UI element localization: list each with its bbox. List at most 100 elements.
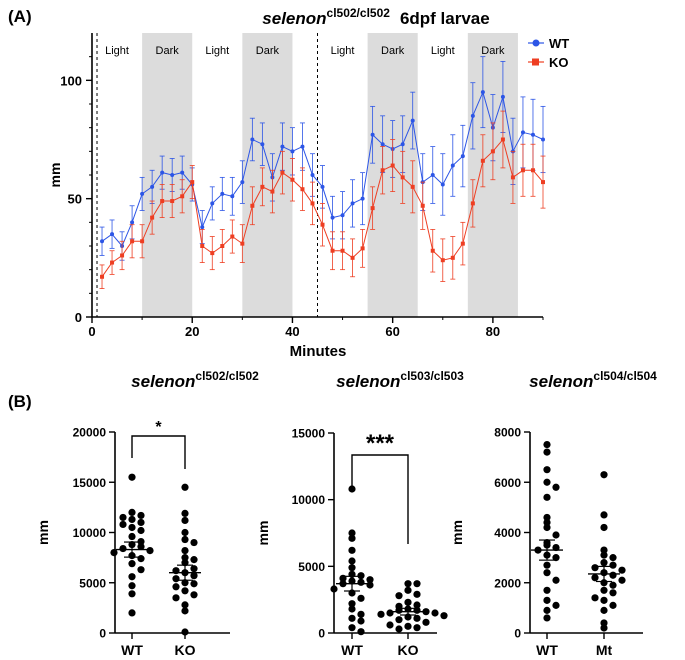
data-point-wt (360, 196, 365, 201)
data-point (119, 544, 127, 553)
data-point (600, 619, 608, 627)
legend-label-wt: WT (549, 36, 569, 51)
data-point (357, 578, 365, 586)
data-point-wt (541, 137, 545, 142)
y-tick-label: 10000 (73, 526, 107, 540)
data-point-wt (440, 182, 445, 187)
data-point (591, 574, 599, 582)
data-point (137, 566, 145, 574)
data-point (357, 610, 365, 618)
y-tick-label: 6000 (494, 476, 521, 490)
data-point (609, 561, 617, 569)
data-point (357, 572, 365, 580)
y-axis-label: mm (47, 163, 63, 188)
data-point (600, 471, 608, 479)
data-point (386, 609, 394, 617)
data-point-ko (180, 194, 185, 199)
data-point (377, 610, 385, 618)
data-point (128, 573, 136, 581)
data-point (128, 515, 136, 524)
data-point (348, 564, 356, 572)
data-point-ko (490, 149, 495, 154)
data-point (543, 523, 551, 532)
phase-label-dark: Dark (256, 45, 280, 57)
chart-a-title-gene: selenon (262, 9, 326, 28)
data-point-wt (460, 154, 465, 159)
data-point-ko (470, 201, 475, 206)
y-axis-label: mm (255, 521, 271, 546)
data-point (128, 560, 136, 568)
data-point-wt (220, 191, 225, 196)
data-point-ko (370, 206, 375, 211)
data-point (543, 569, 551, 577)
data-point (119, 513, 127, 522)
phase-label-dark: Dark (481, 45, 505, 57)
dot-plot-cl503: selenoncl503/cl503 0 5000 10000 15000 mm WT KO *… (255, 369, 464, 658)
data-point-wt (180, 170, 185, 175)
data-point (440, 612, 448, 620)
data-point (552, 554, 560, 562)
data-point (137, 555, 145, 563)
data-point (137, 537, 145, 546)
data-point-ko (270, 189, 275, 194)
dot-plot-title-genotype: cl502/cl502 (195, 369, 259, 383)
phase-label-dark: Dark (381, 45, 405, 57)
data-point (413, 590, 421, 598)
data-point (190, 580, 198, 588)
x-tick-label: 60 (385, 324, 399, 339)
data-point (357, 594, 365, 602)
data-point-wt (520, 130, 525, 135)
data-point (181, 528, 189, 537)
data-point (190, 556, 198, 564)
data-point (146, 546, 154, 555)
data-point (128, 508, 136, 516)
chart-a-title: selenoncl502/cl502 6dpf larvae (262, 6, 489, 28)
data-point (609, 571, 617, 579)
dot-plot-title-gene: selenon (131, 372, 195, 391)
x-axis-label: Minutes (290, 343, 347, 360)
data-point (366, 581, 374, 589)
data-point (600, 586, 608, 594)
dot-plot-title-gene: selenon (529, 372, 593, 391)
legend-marker-ko (532, 58, 539, 66)
data-point (172, 583, 180, 591)
x-category-label: KO (398, 642, 419, 658)
data-point-ko (530, 168, 535, 173)
data-point (137, 511, 145, 520)
dot-plot-cl502: selenoncl502/cl502 0 5000 10000 15000 20000 mm… (35, 369, 259, 658)
data-point (348, 605, 356, 613)
data-point (422, 618, 430, 626)
data-point (181, 587, 189, 595)
data-point (348, 485, 356, 493)
y-tick-label: 2000 (494, 576, 521, 590)
data-point (600, 624, 608, 632)
y-tick-label: 8000 (494, 426, 521, 440)
data-point-ko (500, 137, 505, 142)
data-point (348, 614, 356, 622)
data-point-wt (250, 137, 255, 142)
significance-marker: *** (366, 430, 395, 457)
data-point (348, 624, 356, 632)
data-point-wt (330, 215, 335, 220)
data-point-wt (290, 149, 295, 154)
data-point (600, 551, 608, 559)
phase-label-light: Light (105, 45, 129, 57)
activity-line-chart: Light Dark Light Dark Light Dark Light Dark 0 50 1… (47, 33, 569, 360)
data-point-ko (360, 246, 365, 251)
phase-label-dark: Dark (156, 45, 180, 57)
panel-a-label: (A) (8, 7, 32, 26)
data-point-ko (541, 180, 545, 185)
data-point (137, 526, 145, 535)
data-point-ko (310, 201, 315, 206)
data-point (413, 624, 421, 632)
data-point (543, 614, 551, 622)
data-point (413, 614, 421, 622)
data-point (366, 576, 374, 584)
panel-b-label: (B) (8, 392, 32, 411)
data-point-wt (130, 220, 135, 225)
data-point (128, 532, 136, 541)
significance-marker: * (155, 419, 162, 436)
phase-label-light: Light (331, 45, 355, 57)
data-point (413, 601, 421, 609)
data-point (181, 554, 189, 562)
